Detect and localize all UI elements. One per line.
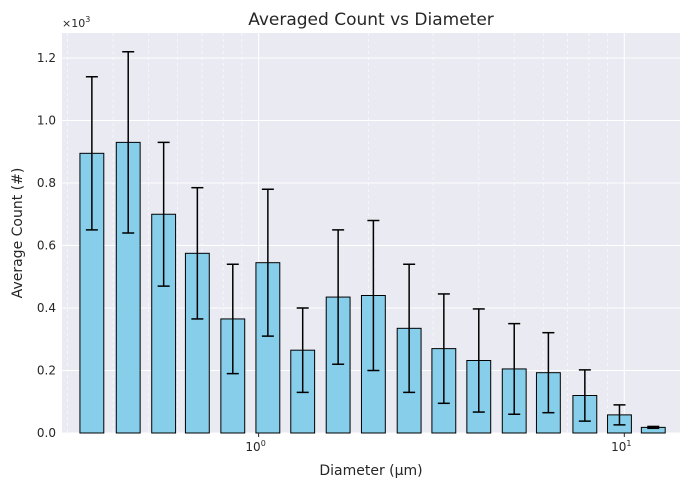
y-tick-label: 0.0	[37, 426, 56, 440]
error-bar	[613, 404, 626, 426]
error-bar	[85, 76, 98, 231]
error-bar	[542, 331, 555, 414]
error-bar	[226, 263, 239, 375]
error-bar	[122, 51, 135, 234]
error-bar	[367, 219, 380, 372]
y-tick-label: 1.0	[37, 114, 56, 128]
bars	[79, 51, 666, 434]
chart-title: Averaged Count vs Diameter	[248, 10, 494, 30]
error-bar	[578, 369, 591, 422]
error-bar	[647, 425, 660, 430]
y-tick-label: 0.4	[37, 301, 56, 315]
y-tick-label: 0.2	[37, 364, 56, 378]
error-bar	[261, 188, 274, 337]
error-bar	[508, 322, 521, 415]
x-tick-label: 100	[245, 439, 265, 454]
y-tick-label: 1.2	[37, 51, 56, 65]
y-tick-label: 0.8	[37, 176, 56, 190]
error-bar	[403, 263, 416, 394]
error-bar	[191, 186, 204, 320]
y-axis-multiplier: ×103	[62, 15, 90, 30]
error-bar	[332, 229, 345, 365]
error-bar	[472, 308, 485, 413]
x-tick-label: 101	[611, 439, 631, 454]
error-bar	[157, 141, 170, 287]
axes: 0.0 0.2 0.4 0.6 0.8 1.0 1.2 100 101	[37, 51, 632, 454]
y-axis-label: Average Count (#)	[10, 168, 26, 299]
y-tick-label: 0.6	[37, 239, 56, 253]
error-bar	[437, 293, 450, 405]
x-axis-label: Diameter (μm)	[319, 463, 422, 479]
error-bar	[296, 307, 309, 394]
